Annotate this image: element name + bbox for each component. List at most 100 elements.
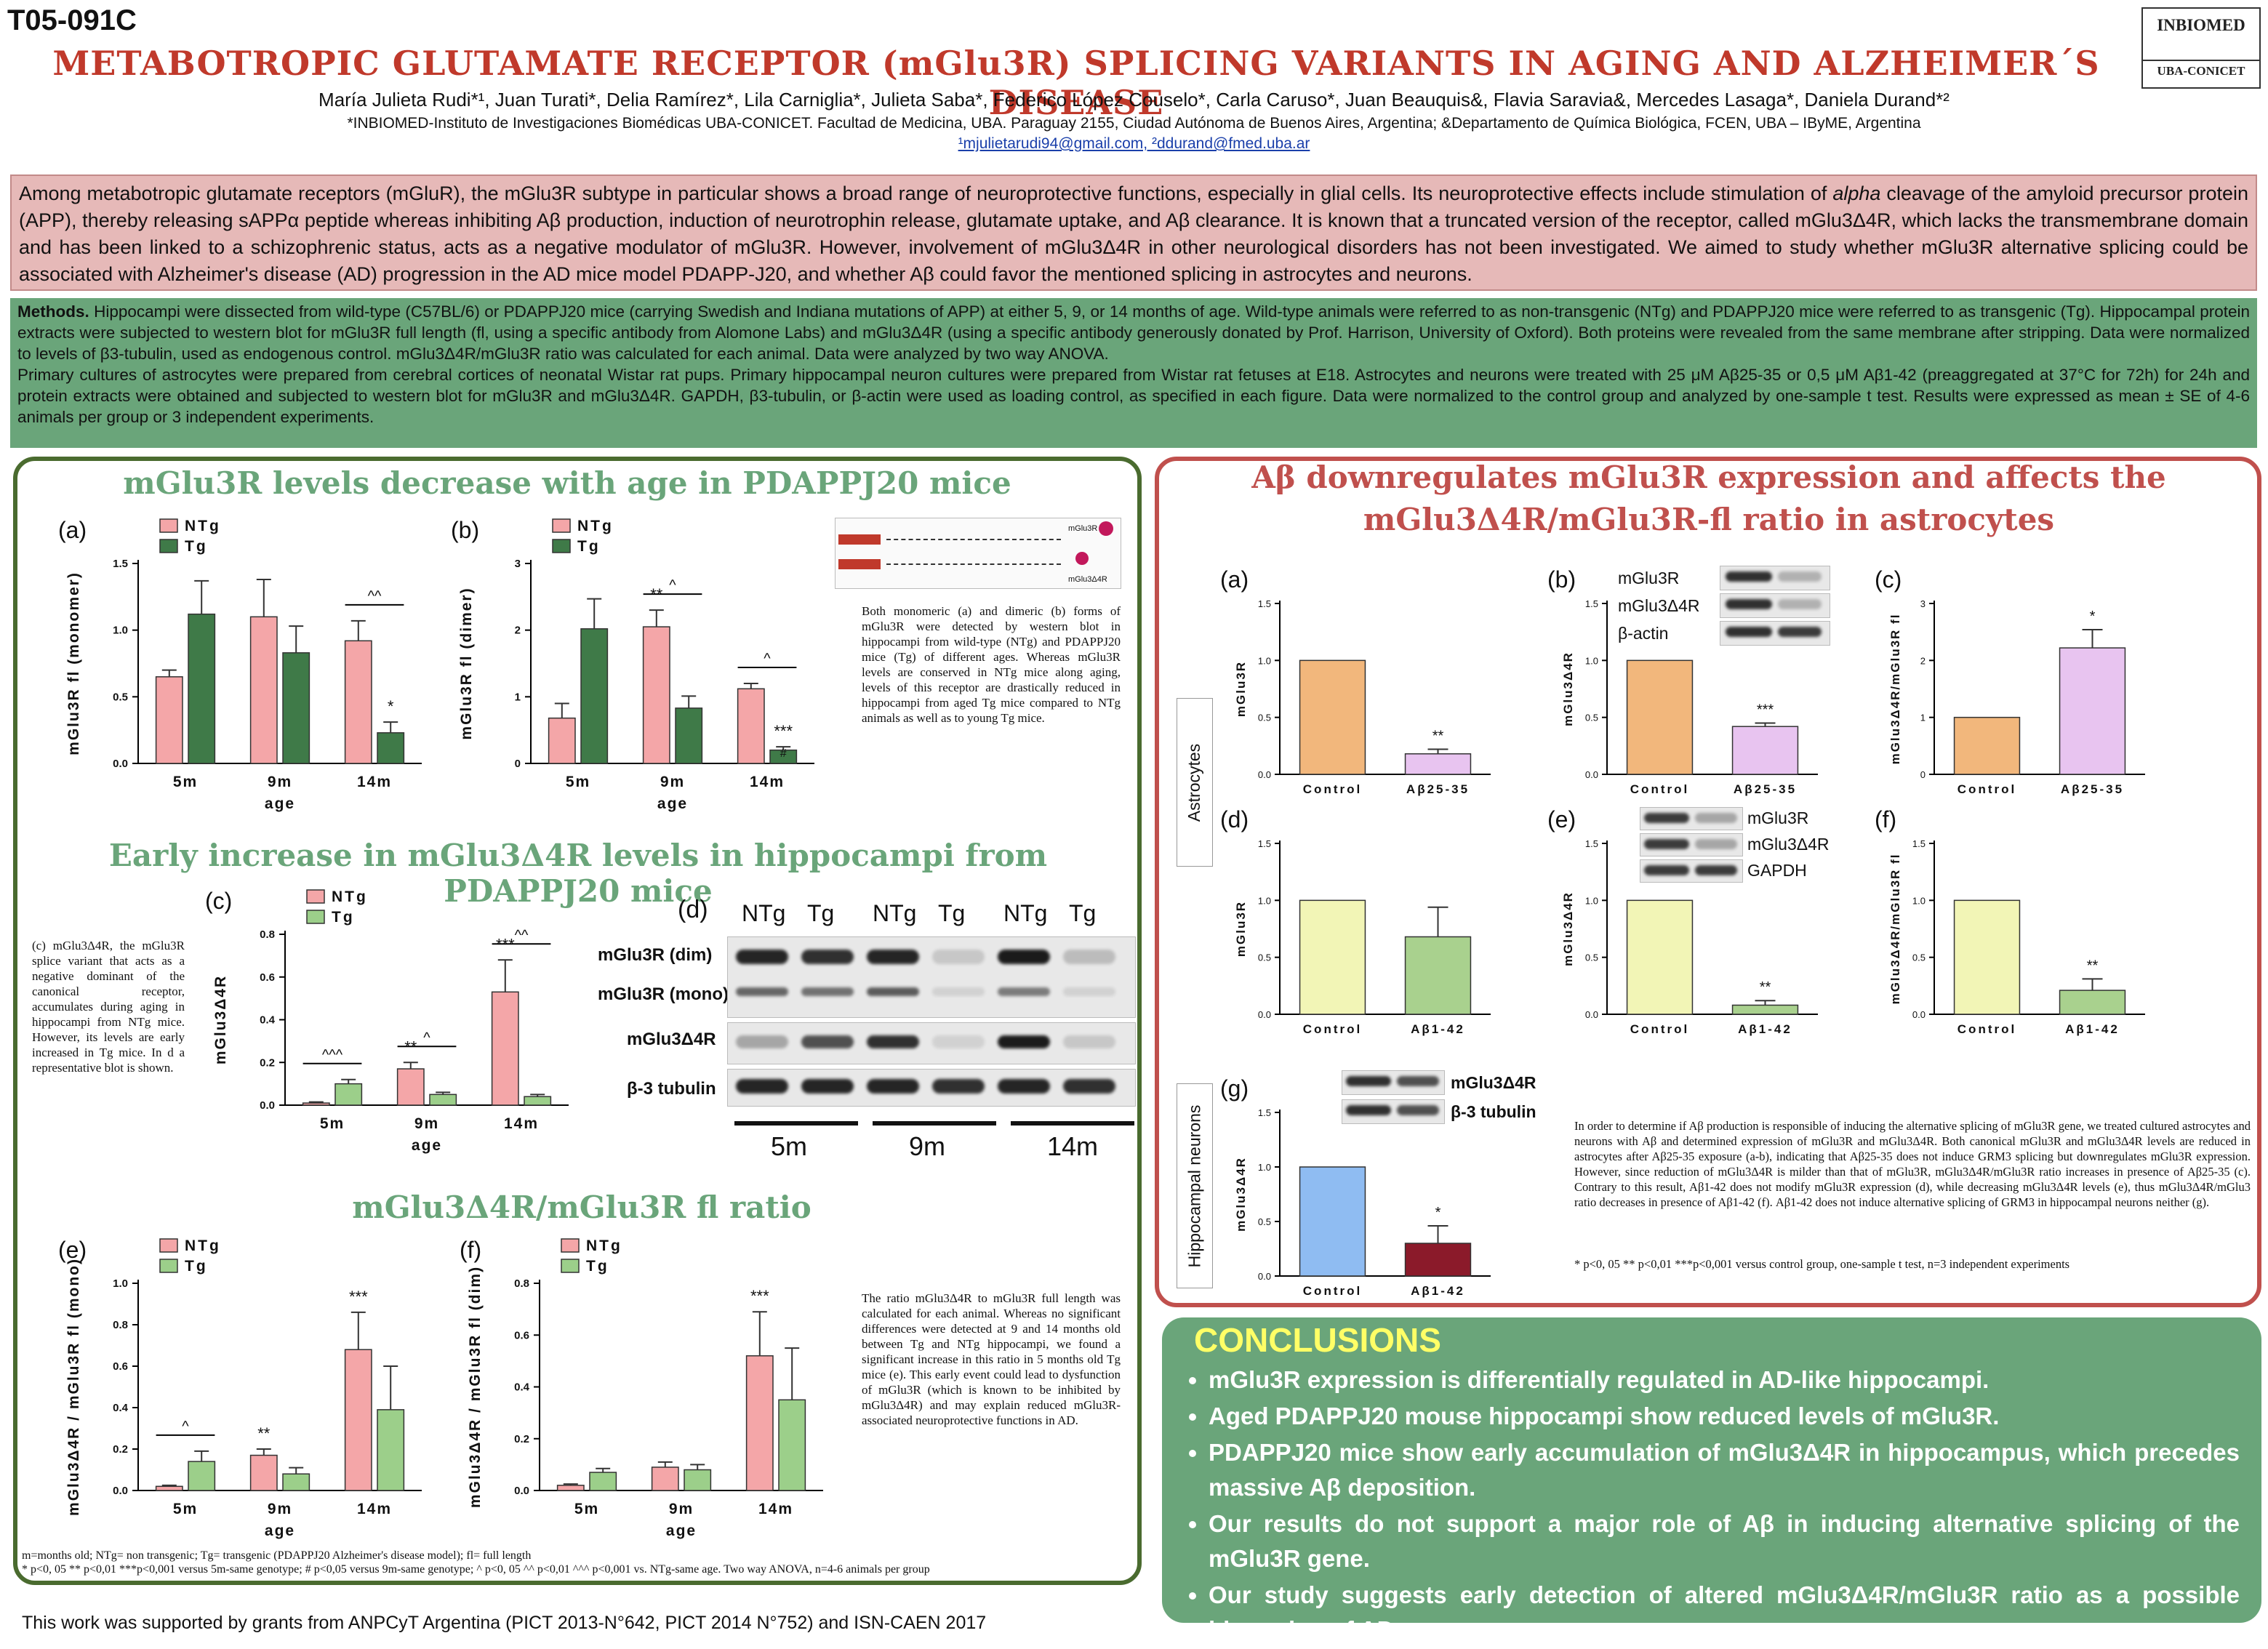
bar-ntg (155, 676, 183, 764)
funding-footer: This work was supported by grants from A… (22, 1613, 987, 1633)
blot-band (1644, 865, 1689, 875)
panel-letter: (b) (1547, 566, 1576, 593)
band-tubulin (801, 1079, 854, 1094)
bar-tg (675, 707, 703, 764)
blot-row-label: β-3 tubulin (1451, 1102, 1536, 1121)
y-tick-label: 0.8 (514, 1277, 529, 1290)
blot-row-label: β-3 tubulin (627, 1079, 716, 1099)
legend-label: NTg (185, 518, 221, 534)
legend-swatch (561, 1238, 580, 1253)
x-tick-label: Control (1630, 782, 1689, 796)
sig-marker: ^^ (368, 588, 382, 604)
x-tick-label: 9m (414, 1115, 439, 1132)
bar-ntg (302, 1102, 330, 1106)
y-tick-label: 0.0 (113, 758, 128, 770)
methods-label: Methods. (17, 302, 89, 321)
y-tick-label: 1.5 (1258, 598, 1271, 609)
legend-label: Tg (185, 538, 208, 555)
chart-f: (f) 0.0 0.2 0.4 0.6 0.8 mGlu3Δ4R / mGlu3R fl (… (460, 1237, 823, 1539)
astrocytes-label: Astrocytes (1177, 698, 1213, 867)
blot-column-label: NTg (873, 900, 917, 926)
legend-label: Tg (577, 538, 601, 555)
y-axis-label: mGlu3Δ4R (1561, 651, 1575, 726)
y-tick-label: 1.0 (1258, 895, 1271, 906)
blot-row-label: β-actin (1618, 624, 1669, 643)
bar-ntg (556, 1485, 585, 1491)
y-tick-label: 1.5 (1585, 838, 1598, 849)
x-tick-label: Control (1630, 1022, 1689, 1036)
logo-top-text: INBIOMED (2157, 16, 2245, 34)
y-tick-label: 1.0 (113, 1277, 128, 1290)
band-mglu3r-dim (736, 950, 788, 964)
sig-marker: *** (774, 722, 793, 740)
bar-tg (778, 1399, 806, 1491)
chart-ra: (a) 0.0 0.5 1.0 1.5 mGlu3R Control ** Aβ25-35 (1220, 566, 1491, 796)
legend-label: NTg (586, 1237, 622, 1254)
legend-swatch (159, 1259, 178, 1273)
bar-control (1299, 899, 1366, 1015)
x-tick-label: 5m (173, 1501, 198, 1517)
panel-letter: (e) (58, 1237, 87, 1263)
y-tick-label: 0.2 (260, 1056, 275, 1069)
western-blot-g: mGlu3Δ4R β-3 tubulin (1342, 1070, 1552, 1128)
legend-label: Tg (185, 1258, 208, 1275)
blot-strip (727, 1022, 1136, 1064)
blot-row-label: mGlu3R (1618, 569, 1680, 587)
introduction: Among metabotropic glutamate receptors (… (10, 174, 2257, 291)
blot-column-label: Tg (1069, 900, 1097, 926)
sig-marker: ^^ (515, 927, 529, 943)
blot-band (1726, 627, 1772, 637)
y-tick-label: 0.0 (514, 1485, 529, 1497)
blot-band (1778, 571, 1822, 582)
conclusion-item: Aged PDAPPJ20 mouse hippocampi show redu… (1209, 1399, 2240, 1434)
receptor-variant-icon (1075, 552, 1089, 565)
sig-marker: ** (650, 585, 663, 603)
bar-ntg (548, 717, 576, 764)
band-mglu3r-mono (998, 987, 1050, 996)
y-tick-label: 0.5 (1258, 1216, 1271, 1227)
conclusion-item: Our results do not support a major role … (1209, 1506, 2240, 1576)
blot-band (1726, 571, 1772, 582)
y-tick-label: 0.6 (113, 1360, 128, 1373)
y-tick-label: 0.6 (514, 1329, 529, 1341)
blot-band (1778, 627, 1822, 637)
band-mglu3d4r (801, 1035, 854, 1048)
age-group-bar (873, 1121, 996, 1126)
x-tick-label: 14m (357, 774, 392, 790)
y-tick-label: 0.5 (1912, 952, 1926, 963)
y-tick-label: 3 (515, 558, 521, 570)
bar-treatment (1404, 936, 1472, 1015)
y-tick-label: 0.2 (113, 1443, 128, 1456)
section-title-abeta-line2: mGlu3Δ4R/mGlu3R-fl ratio in astrocytes (1363, 502, 2055, 537)
note-c: (c) mGlu3Δ4R, the mGlu3R splice variant … (32, 939, 185, 1075)
blot-row-label: mGlu3Δ4R (1747, 835, 1830, 854)
contact-emails[interactable]: ¹mjulietarudi94@gmail.com, ²ddurand@fmed… (958, 135, 1310, 152)
y-axis-label: mGlu3Δ4R / mGlu3R fl (mono) (65, 1258, 82, 1516)
band-mglu3r-dim (867, 950, 919, 964)
band-mglu3r-mono (932, 987, 985, 996)
bar-tg (429, 1094, 457, 1106)
age-group-bar (734, 1121, 858, 1126)
bar-ntg (249, 1454, 278, 1491)
blot-row-label: mGlu3R (dim) (598, 945, 713, 965)
x-tick-label: Control (1958, 782, 2016, 796)
bar-control (1299, 1166, 1366, 1277)
chart-re: (e) 0.0 0.5 1.0 1.5 mGlu3Δ4R Control ** Aβ1-42 (1547, 806, 1818, 1036)
legend-label: NTg (185, 1237, 221, 1254)
bar-ntg (155, 1485, 183, 1491)
sig-marker: * (2090, 609, 2096, 625)
x-tick-label: 9m (669, 1501, 694, 1517)
scheme-label-2: mGlu3Δ4R (1068, 575, 1107, 584)
bar-control (1299, 659, 1366, 775)
band-mglu3r-dim (801, 950, 854, 964)
western-blot-b: mGlu3R mGlu3Δ4R β-actin (1618, 566, 1830, 651)
sig-marker: * (388, 697, 394, 715)
bar-tg (589, 1472, 617, 1491)
note-ab: Both monomeric (a) and dimeric (b) forms… (862, 604, 1121, 725)
exon-bar-2 (838, 559, 881, 569)
section-title-delta4r: Early increase in mGlu3Δ4R levels in hip… (108, 838, 1048, 909)
bar-tg (188, 613, 216, 764)
x-tick-label: Aβ1-42 (1411, 1284, 1465, 1298)
y-tick-label: 0.4 (260, 1014, 276, 1027)
y-axis-label: mGlu3R fl (monomer) (65, 571, 82, 755)
